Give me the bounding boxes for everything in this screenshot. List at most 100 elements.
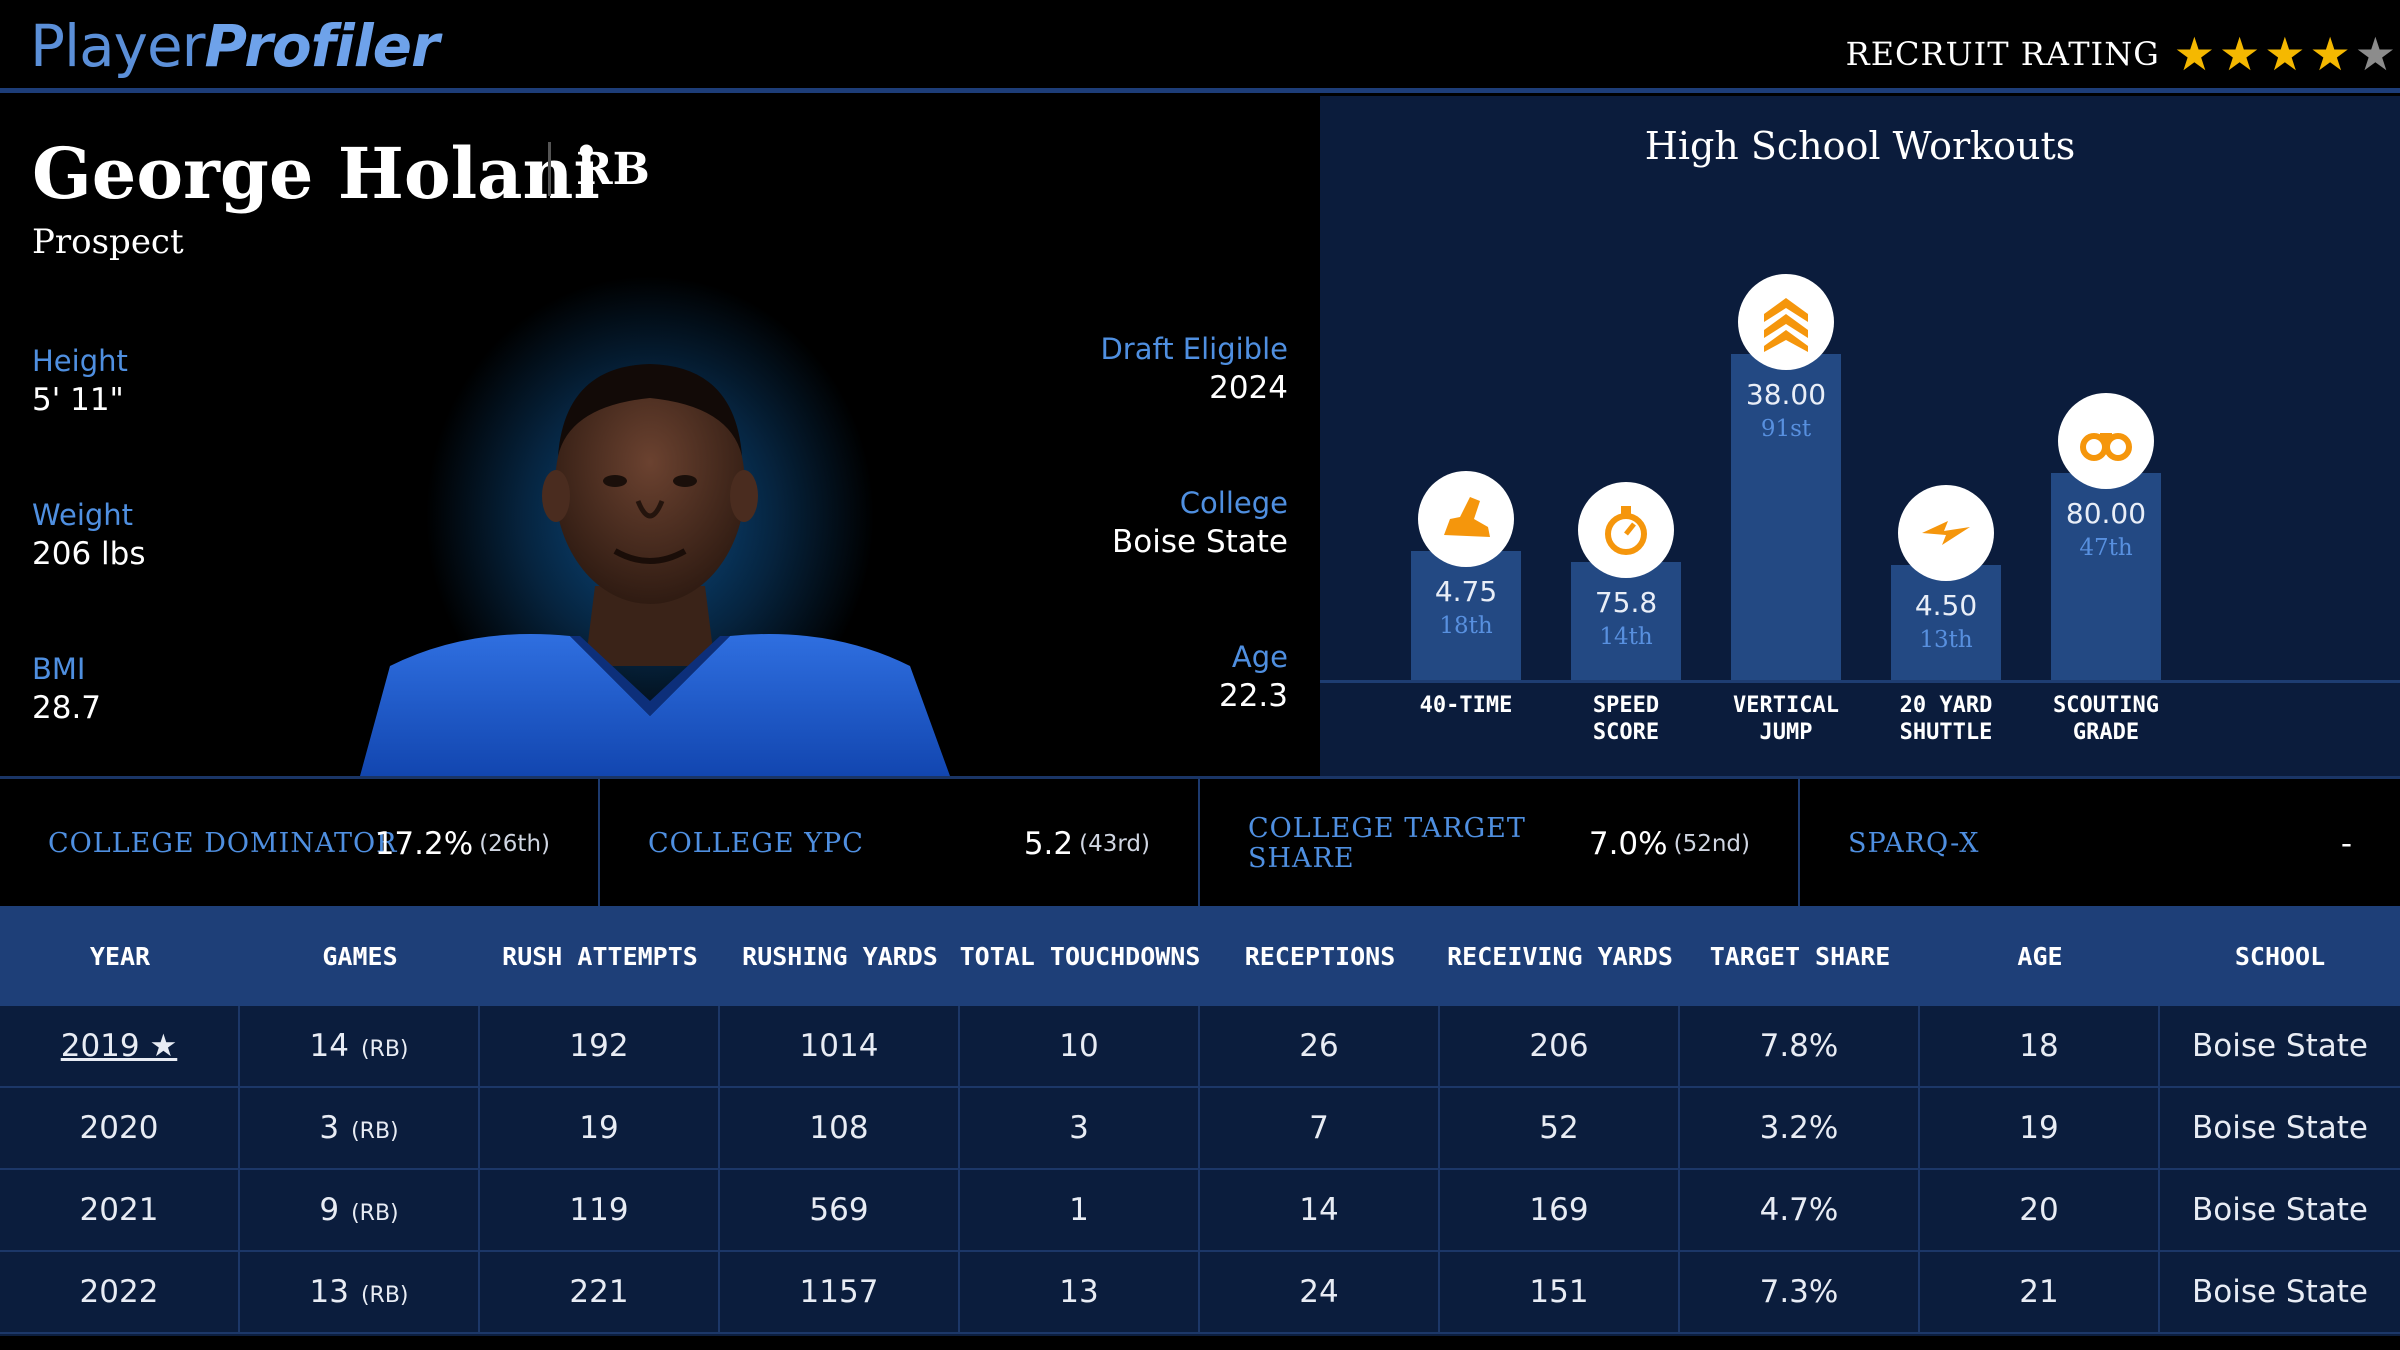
cell-text: Boise State xyxy=(2192,1028,2368,1064)
cell-text: 2020 xyxy=(79,1110,159,1146)
workout-label: 20 YARD SHUTTLE xyxy=(1866,692,2026,746)
workout-bar[interactable]: 4.75 18th xyxy=(1411,551,1521,680)
weight-label: Weight xyxy=(32,498,134,532)
table-cell-year[interactable]: 2019 ★ xyxy=(0,1006,240,1086)
cell-text: 7.3% xyxy=(1759,1274,1839,1310)
workout-percentile: 14th xyxy=(1599,624,1653,651)
workout-label: SPEED SCORE xyxy=(1546,692,1706,746)
table-header-row: YEAR GAMES RUSH ATTEMPTS RUSHING YARDS TOTAL… xyxy=(0,906,2400,1006)
metric-college-target-share: COLLEGE TARGET SHARE 7.0% (52nd) xyxy=(1200,779,1800,909)
workout-label-line: SPEED xyxy=(1592,693,1660,718)
logo-part-profiler: Profiler xyxy=(204,12,440,80)
cell-text: 2021 xyxy=(79,1192,159,1228)
college-stat: College Boise State xyxy=(1112,484,1288,562)
table-cell-rush-att: 192 xyxy=(480,1006,720,1086)
metric-value-text: - xyxy=(2340,826,2352,862)
column-header[interactable]: RUSH ATTEMPTS xyxy=(502,941,698,971)
column-header[interactable]: TOTAL TOUCHDOWNS xyxy=(959,941,1201,971)
table-cell-age: 19 xyxy=(1920,1088,2160,1168)
workout-bar[interactable]: 4.50 13th xyxy=(1891,564,2001,680)
high-school-workouts-panel: High School Workouts 4.75 18th 40-TIME 75.8… xyxy=(1320,96,2400,776)
table-row: 2019 ★ 14 (RB) 192 1014 10 26 206 7.8% 18 Boise St… xyxy=(0,1006,2400,1088)
table-cell-td: 10 xyxy=(960,1006,1200,1086)
column-header[interactable]: AGE xyxy=(2017,941,2063,971)
logo[interactable]: PlayerProfiler xyxy=(30,12,440,80)
table-cell-age: 20 xyxy=(1920,1170,2160,1250)
logo-part-player: Player xyxy=(30,12,205,80)
workout-value: 80.00 xyxy=(2065,497,2147,531)
weight-value: 206 lbs xyxy=(32,536,146,572)
workout-value: 4.50 xyxy=(1914,588,1978,622)
draft-eligible-value: 2024 xyxy=(1209,370,1288,406)
age-label: Age xyxy=(1231,640,1288,674)
cell-text: 221 xyxy=(569,1274,629,1310)
metric-value-text: 17.2% xyxy=(374,826,474,862)
workout-label-line: JUMP xyxy=(1759,720,1813,745)
workout-label-line: VERTICAL xyxy=(1733,693,1839,718)
games-count: 9 xyxy=(319,1192,340,1228)
table-cell-school: Boise State xyxy=(2160,1088,2400,1168)
cell-text: 18 xyxy=(2019,1028,2059,1064)
cell-text: 569 xyxy=(809,1192,869,1228)
star-icon: ★ xyxy=(2173,27,2215,81)
bmi-stat: BMI 28.7 xyxy=(32,650,101,728)
table-cell-games: 14 (RB) xyxy=(240,1006,480,1086)
table-cell-year: 2020 xyxy=(0,1088,240,1168)
metric-label: COLLEGE YPC xyxy=(648,828,864,859)
weight-stat: Weight 206 lbs xyxy=(32,496,145,574)
cell-text: 4.7% xyxy=(1759,1192,1839,1228)
table-cell-rec: 14 xyxy=(1200,1170,1440,1250)
metric-value: 7.0% (52nd) xyxy=(1589,779,1750,909)
cell-text: 52 xyxy=(1539,1110,1579,1146)
cell-text: Boise State xyxy=(2192,1192,2368,1228)
workout-percentile: 18th xyxy=(1439,613,1493,640)
table-cell-school: Boise State xyxy=(2160,1252,2400,1332)
lightning-icon xyxy=(1898,484,1994,581)
metric-rank: (52nd) xyxy=(1673,831,1750,857)
column-header[interactable]: YEAR xyxy=(89,941,151,971)
cell-text: 24 xyxy=(1299,1274,1339,1310)
metric-label: SPARQ-X xyxy=(1848,828,1980,859)
workout-bar[interactable]: 80.00 47th xyxy=(2051,473,2161,680)
column-header[interactable]: RECEPTIONS xyxy=(1244,941,1396,971)
workout-percentile: 47th xyxy=(2079,535,2133,562)
table-cell-rush-att: 119 xyxy=(480,1170,720,1250)
table-cell-rush-att: 221 xyxy=(480,1252,720,1332)
cell-text: 119 xyxy=(569,1192,629,1228)
table-cell-tgt: 7.3% xyxy=(1680,1252,1920,1332)
metric-label: COLLEGE DOMINATOR xyxy=(48,828,398,859)
table-cell-rush-yds: 108 xyxy=(720,1088,960,1168)
bmi-value: 28.7 xyxy=(32,690,102,726)
workouts-baseline xyxy=(1320,680,2400,683)
column-header[interactable]: SCHOOL xyxy=(2234,941,2326,971)
top-divider xyxy=(0,88,2400,93)
player-name: George Holani xyxy=(32,132,600,215)
table-cell-tgt: 7.8% xyxy=(1680,1006,1920,1086)
cell-text: 108 xyxy=(809,1110,869,1146)
games-position: (RB) xyxy=(360,1036,409,1062)
cell-text: 10 xyxy=(1059,1028,1099,1064)
cell-text: 192 xyxy=(569,1028,629,1064)
workout-label-line: 20 YARD xyxy=(1899,693,1993,718)
column-header[interactable]: RECEIVING YARDS xyxy=(1447,941,1673,971)
column-header[interactable]: GAMES xyxy=(322,941,398,971)
college-value: Boise State xyxy=(1112,524,1288,560)
workout-label: VERTICAL JUMP xyxy=(1706,692,1866,746)
column-header[interactable]: TARGET SHARE xyxy=(1709,941,1891,971)
table-cell-age: 21 xyxy=(1920,1252,2160,1332)
table-cell-rec-yds: 52 xyxy=(1440,1088,1680,1168)
workout-bar[interactable]: 75.8 14th xyxy=(1571,562,1681,680)
cell-text: 26 xyxy=(1299,1028,1339,1064)
table-row: 2020 3 (RB) 19 108 3 7 52 3.2% 19 Boise State xyxy=(0,1088,2400,1170)
cell-text: 3.2% xyxy=(1759,1110,1839,1146)
column-header[interactable]: RUSHING YARDS xyxy=(742,941,938,971)
table-cell-school: Boise State xyxy=(2160,1170,2400,1250)
cell-text: 1014 xyxy=(799,1028,879,1064)
metric-rank: (43rd) xyxy=(1079,831,1150,857)
table-cell-rec-yds: 169 xyxy=(1440,1170,1680,1250)
recruit-rating: RECRUIT RATING ★ ★ ★ ★ ★ xyxy=(1846,30,2400,78)
workout-bar[interactable]: 38.00 91st xyxy=(1731,354,1841,680)
cell-text: 2022 xyxy=(79,1274,159,1310)
top-bar: PlayerProfiler RECRUIT RATING ★ ★ ★ ★ ★ xyxy=(0,0,2400,93)
table-cell-rec-yds: 206 xyxy=(1440,1006,1680,1086)
